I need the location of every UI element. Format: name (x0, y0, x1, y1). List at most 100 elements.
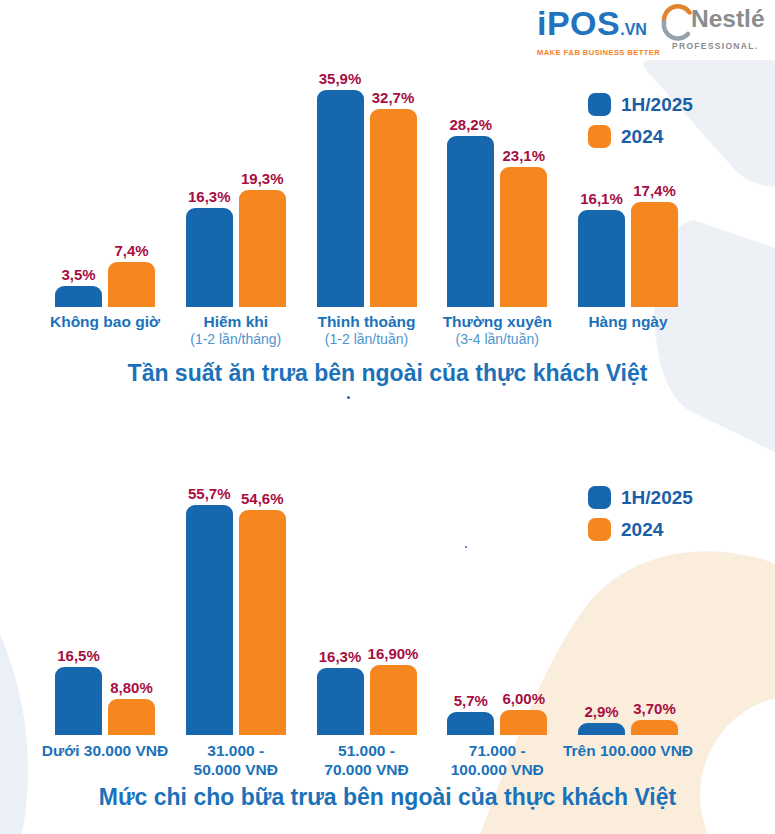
category-label: 31.000 - 50.000 VNĐ (194, 741, 278, 779)
value-label: 35,9% (319, 70, 362, 87)
bar-2024 (239, 510, 286, 736)
bar-1h2025 (55, 286, 102, 307)
ipos-logo: iPOS.VN MAKE F&B BUSINESS BETTER (537, 9, 660, 57)
category-label: Hiếm khi (203, 312, 268, 331)
bar-1h2025 (186, 505, 233, 735)
bar-2024 (108, 699, 155, 735)
chart2-bars: 16,5% 8,80% 55,7% 54,6% 16,3% 16,90% 5,7% 6,00%… (55, 475, 678, 735)
bar-2024 (370, 665, 417, 735)
bar-column: 16,1% (578, 190, 625, 307)
category-label: 51.000 - 70.000 VNĐ (324, 741, 408, 779)
category-label: Hàng ngày (588, 312, 667, 331)
bar-column: 32,7% (370, 89, 417, 307)
value-label: 16,1% (580, 190, 623, 207)
value-label: 16,5% (57, 647, 100, 664)
category: Trên 100.000 VNĐ (578, 741, 678, 779)
bar-1h2025 (317, 668, 364, 735)
bar-column: 3,70% (631, 700, 678, 735)
chart1-title: Tần suất ăn trưa bên ngoài của thực khác… (0, 360, 775, 387)
value-label: 28,2% (449, 116, 492, 133)
bar-column: 6,00% (500, 690, 547, 735)
value-label: 3,70% (633, 700, 676, 717)
bar-2024 (108, 262, 155, 307)
category-label: Thường xuyên (443, 312, 552, 331)
bar-group: 16,3%19,3% (186, 170, 286, 307)
bar-2024 (239, 190, 286, 307)
bar-column: 7,4% (108, 242, 155, 307)
bar-1h2025 (55, 667, 102, 735)
category: Thỉnh thoảng(1-2 lần/tuần) (317, 312, 417, 348)
category: Dưới 30.000 VNĐ (55, 741, 155, 779)
value-label: 16,90% (368, 645, 419, 662)
bar-column: 54,6% (239, 490, 286, 736)
category-label: Dưới 30.000 VNĐ (42, 741, 169, 760)
category-sublabel: (1-2 lần/tuần) (325, 331, 408, 348)
bar-2024 (631, 202, 678, 307)
bar-column: 16,5% (55, 647, 102, 735)
nestle-swoosh-icon (659, 4, 697, 42)
bar-group: 55,7% 54,6% (186, 485, 286, 735)
category-label: Không bao giờ (50, 312, 160, 331)
bar-column: 16,90% (370, 645, 417, 735)
bar-column: 2,9% (578, 703, 625, 735)
bar-1h2025 (447, 712, 494, 736)
category: Hiếm khi(1-2 lần/tháng) (186, 312, 286, 348)
category-label: Thỉnh thoảng (317, 312, 415, 331)
chart2-title: Mức chi cho bữa trưa bên ngoài của thực … (0, 784, 775, 811)
stray-dot (465, 546, 467, 548)
chart1-categories: Không bao giờ Hiếm khi(1-2 lần/tháng) Thỉn… (55, 312, 678, 348)
chart1-bars: 3,5% 7,4% 16,3%19,3% 35,9% 32,7% 28,2% 23,1% 16… (55, 67, 678, 307)
category-sublabel: (1-2 lần/tháng) (190, 331, 281, 348)
bar-2024 (631, 720, 678, 735)
bar-group: 35,9% 32,7% (317, 70, 417, 307)
category: 51.000 - 70.000 VNĐ (317, 741, 417, 779)
value-label: 6,00% (502, 690, 545, 707)
bar-group: 16,1%17,4% (578, 182, 678, 307)
value-label: 19,3% (241, 170, 284, 187)
category: Không bao giờ (55, 312, 155, 348)
nestle-logo-text: Nestlé (691, 6, 775, 32)
bar-group: 2,9% 3,70% (578, 700, 678, 735)
bar-1h2025 (447, 136, 494, 307)
value-label: 16,3% (319, 648, 362, 665)
bar-group: 5,7% 6,00% (447, 690, 547, 735)
bar-column: 55,7% (186, 485, 233, 735)
ipos-tagline: MAKE F&B BUSINESS BETTER (537, 48, 660, 57)
value-label: 2,9% (584, 703, 618, 720)
bar-group: 16,3% 16,90% (317, 645, 417, 735)
bar-column: 3,5% (55, 266, 102, 307)
bar-column: 5,7% (447, 692, 494, 736)
bar-1h2025 (317, 90, 364, 307)
category-sublabel: (3-4 lần/tuần) (456, 331, 539, 348)
value-label: 3,5% (61, 266, 95, 283)
bar-2024 (500, 710, 547, 735)
value-label: 23,1% (502, 147, 545, 164)
bar-column: 23,1% (500, 147, 547, 307)
value-label: 54,6% (241, 490, 284, 507)
value-label: 7,4% (114, 242, 148, 259)
value-label: 8,80% (110, 679, 153, 696)
bar-1h2025 (186, 208, 233, 307)
ipos-logo-text: iPOS (537, 9, 620, 37)
chart2-categories: Dưới 30.000 VNĐ 31.000 - 50.000 VNĐ 51.000… (55, 741, 678, 779)
category: Thường xuyên(3-4 lần/tuần) (447, 312, 547, 348)
bar-column: 35,9% (317, 70, 364, 307)
bar-group: 16,5% 8,80% (55, 647, 155, 735)
nestle-logo: Nestlé PROFESSIONAL. (659, 6, 775, 51)
stray-dot (347, 396, 350, 399)
category: Hàng ngày (578, 312, 678, 348)
value-label: 5,7% (454, 692, 488, 709)
value-label: 55,7% (188, 485, 231, 502)
ipos-logo-suffix: .VN (620, 16, 647, 44)
bar-2024 (370, 109, 417, 307)
nestle-logo-subtitle: PROFESSIONAL. (672, 41, 775, 51)
bar-group: 28,2% 23,1% (447, 116, 547, 307)
bar-column: 16,3% (317, 648, 364, 735)
bar-1h2025 (578, 210, 625, 307)
category-label: Trên 100.000 VNĐ (563, 741, 693, 760)
bar-group: 3,5% 7,4% (55, 242, 155, 307)
category-label: 71.000 - 100.000 VNĐ (451, 741, 544, 779)
bar-column: 19,3% (239, 170, 286, 307)
bar-2024 (500, 167, 547, 307)
value-label: 32,7% (372, 89, 415, 106)
